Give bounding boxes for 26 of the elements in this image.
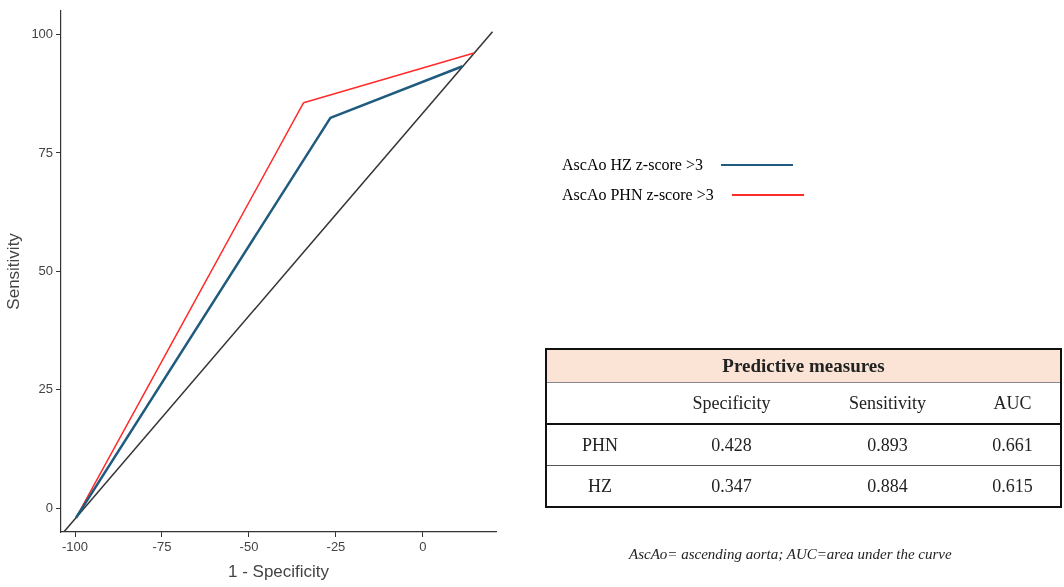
data-label: 0.884 — [866, 474, 909, 498]
x-tick-label: -25 — [326, 539, 346, 555]
y-axis-title: Sensitivity — [3, 232, 23, 310]
y-tick-label: 75 — [38, 144, 54, 160]
x-tick-label: Sensitivity — [847, 391, 927, 415]
data-label: 0.661 — [991, 433, 1034, 457]
x-tick-label: Specificity — [691, 391, 772, 415]
y-tick-label: PHN — [581, 433, 619, 457]
legend-label: AscAo PHN z-score >3 — [562, 186, 714, 204]
y-tick-label: 100 — [31, 26, 54, 42]
text: AscAo= ascending aorta; AUC=area under the curve — [629, 546, 953, 563]
x-tick-label: -100 — [61, 539, 89, 555]
data-label: 0.893 — [866, 433, 909, 457]
y-tick-label: 0 — [45, 499, 54, 515]
y-tick-label: HZ — [587, 474, 613, 498]
x-tick-label: -75 — [152, 539, 172, 555]
x-tick-label: -50 — [239, 539, 259, 555]
data-label: 0.615 — [991, 474, 1034, 498]
data-label: 0.428 — [710, 433, 753, 457]
data-label: 0.347 — [710, 474, 753, 498]
x-axis-title: 1 - Specificity — [228, 562, 330, 582]
x-tick-label: 0 — [419, 539, 427, 555]
legend-label: AscAo HZ z-score >3 — [562, 156, 703, 174]
x-tick-label: AUC — [992, 391, 1033, 415]
y-tick-label: 50 — [38, 262, 54, 278]
y-tick-label: 25 — [38, 381, 54, 397]
